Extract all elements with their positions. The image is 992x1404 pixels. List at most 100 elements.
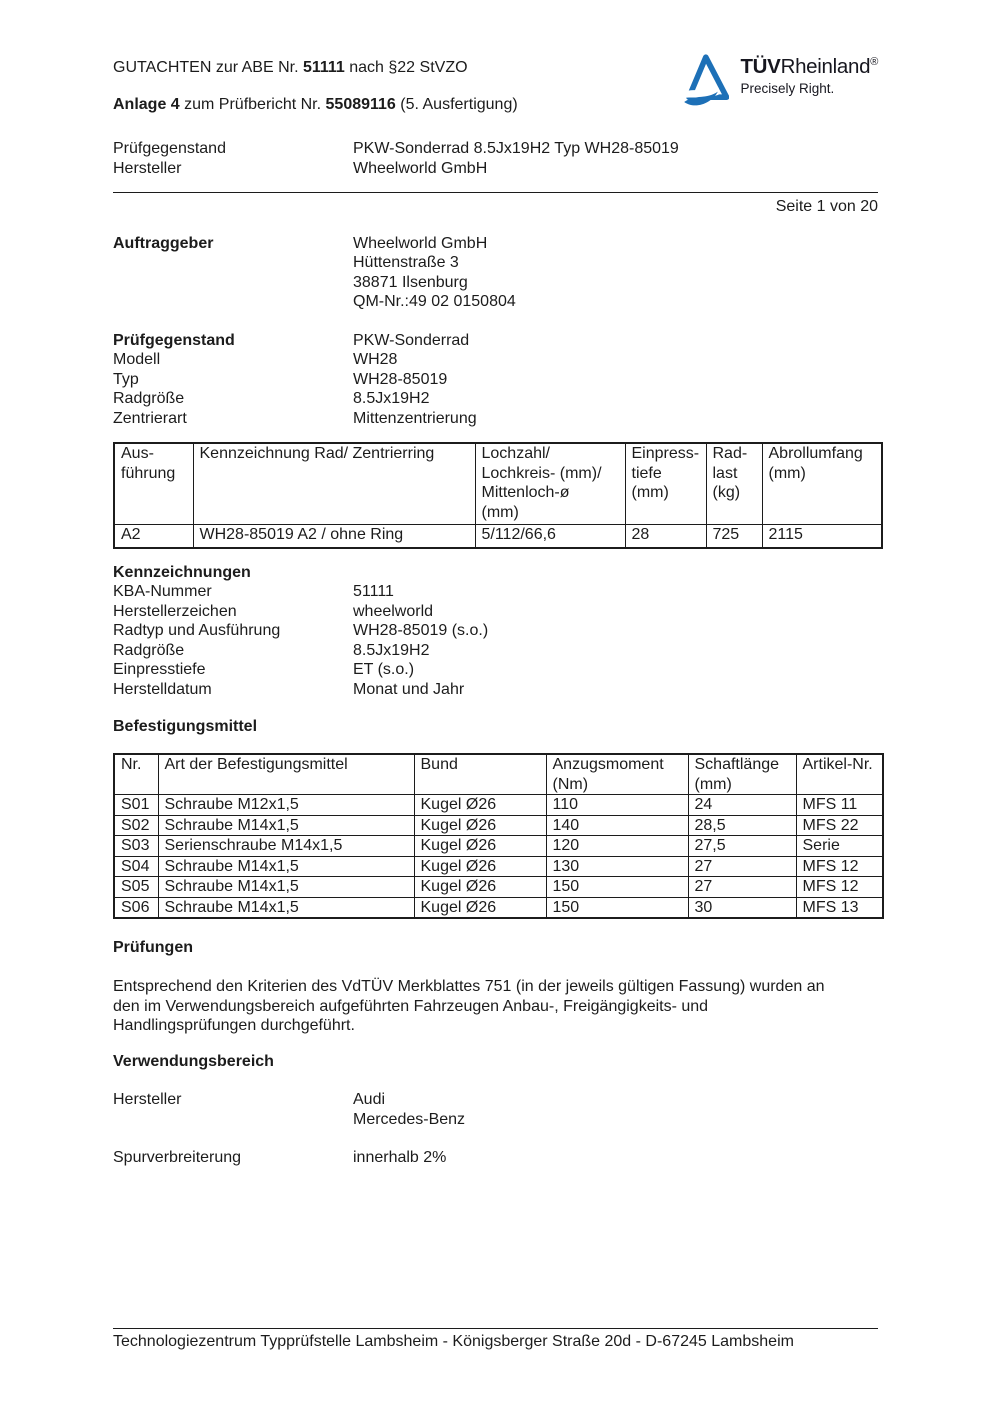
table-cell: MFS 13 bbox=[795, 896, 884, 919]
annex-mid: zum Prüfbericht Nr. bbox=[179, 96, 326, 113]
pruefgegenstand-block: Prüfgegenstand PKW-Sonderrad Modell WH28… bbox=[113, 331, 878, 429]
subject-value: Wheelworld GmbH bbox=[353, 159, 488, 177]
table-cell: 5/112/66,6 bbox=[474, 524, 626, 548]
table-cell: 120 bbox=[545, 835, 689, 857]
herstelldatum-value: Monat und Jahr bbox=[353, 680, 465, 698]
title-text-post: nach §22 StVZO bbox=[344, 59, 468, 76]
subject-label: Prüfgegenstand bbox=[113, 140, 226, 157]
table-cell: 130 bbox=[545, 855, 689, 877]
typ-label: Typ bbox=[113, 370, 139, 388]
radtyp-value: WH28-85019 (s.o.) bbox=[353, 622, 489, 639]
table-row: A2 WH28-85019 A2 / ohne Ring 5/112/66,6 … bbox=[113, 524, 883, 548]
table-cell: Kugel Ø26 bbox=[413, 876, 547, 898]
zentrierart-value: Mittenzentrierung bbox=[353, 409, 477, 427]
table-row: S04 Schraube M14x1,5 Kugel Ø26 130 27 MF… bbox=[113, 855, 884, 877]
table-cell: 140 bbox=[545, 814, 689, 836]
kba-nummer-label: KBA-Nummer bbox=[113, 583, 212, 600]
verwendungsbereich-heading: Verwendungsbereich bbox=[113, 1052, 274, 1070]
table-cell: Serienschraube M14x1,5 bbox=[157, 835, 415, 857]
column-header: Einpress- tiefe (mm) bbox=[624, 442, 707, 525]
table-cell: Schraube M14x1,5 bbox=[157, 855, 415, 877]
table-cell: Schraube M12x1,5 bbox=[157, 794, 415, 816]
table-cell: S04 bbox=[113, 855, 159, 877]
tuv-rheinland-logo: TÜVRheinland® Precisely Right. bbox=[681, 52, 878, 112]
table-cell: 27 bbox=[687, 855, 797, 877]
report-number: 55089116 bbox=[325, 96, 396, 113]
table-cell: Kugel Ø26 bbox=[413, 896, 547, 919]
pruefgegenstand-value: PKW-Sonderrad bbox=[353, 331, 470, 349]
column-header: Schaftlänge (mm) bbox=[687, 753, 797, 795]
header-title-block: GUTACHTEN zur ABE Nr. 51111 nach §22 StV… bbox=[113, 58, 681, 115]
auftraggeber-label: Auftraggeber bbox=[113, 234, 214, 252]
registered-mark-icon: ® bbox=[870, 56, 878, 69]
table-cell: S03 bbox=[113, 835, 159, 857]
page-indicator: Seite 1 von 20 bbox=[775, 198, 878, 215]
herstelldatum-label: Herstelldatum bbox=[113, 680, 212, 698]
table-cell: Schraube M14x1,5 bbox=[157, 814, 415, 836]
wheel-spec-table: Aus- führung Kennzeichnung Rad/ Zentrier… bbox=[113, 442, 883, 549]
table-cell: S06 bbox=[113, 896, 159, 919]
subject-block: Prüfgegenstand PKW-Sonderrad 8.5Jx19H2 T… bbox=[113, 139, 878, 178]
radgroesse-kennz-value: 8.5Jx19H2 bbox=[353, 641, 430, 659]
logo-rheinland: Rheinland bbox=[780, 55, 871, 78]
pruefgegenstand-label: Prüfgegenstand bbox=[113, 331, 235, 349]
pruefgegenstand-row: Typ WH28-85019 bbox=[113, 370, 878, 390]
kennzeichnung-row: Radtyp und Ausführung WH28-85019 (s.o.) bbox=[113, 621, 878, 641]
typ-value: WH28-85019 bbox=[353, 370, 448, 388]
kennzeichnung-row: Radgröße 8.5Jx19H2 bbox=[113, 641, 878, 661]
pruefungen-paragraph: Entsprechend den Kriterien des VdTÜV Mer… bbox=[113, 978, 825, 1034]
column-header: Nr. bbox=[113, 753, 159, 795]
table-cell: Schraube M14x1,5 bbox=[157, 896, 415, 919]
kennzeichnungen-block: KBA-Nummer 51111 Herstellerzeichen wheel… bbox=[113, 582, 878, 699]
einpresstiefe-value: ET (s.o.) bbox=[353, 661, 415, 678]
herstellerzeichen-value: wheelworld bbox=[353, 602, 434, 620]
zentrierart-label: Zentrierart bbox=[113, 409, 187, 427]
radgroesse-value: 8.5Jx19H2 bbox=[353, 390, 430, 407]
annex-post: (5. Ausfertigung) bbox=[395, 96, 518, 113]
column-header: Lochzahl/ Lochkreis- (mm)/ Mittenloch-ø … bbox=[474, 442, 626, 525]
table-cell: WH28-85019 A2 / ohne Ring bbox=[192, 524, 476, 548]
pruefgegenstand-row: Zentrierart Mittenzentrierung bbox=[113, 409, 878, 429]
wheel-table-header-row: Aus- führung Kennzeichnung Rad/ Zentrier… bbox=[113, 442, 883, 525]
column-header: Aus- führung bbox=[113, 442, 194, 525]
table-cell: Kugel Ø26 bbox=[413, 794, 547, 816]
auftraggeber-value: Wheelworld GmbH Hüttenstraße 3 38871 Ils… bbox=[353, 234, 516, 311]
subject-row: Hersteller Wheelworld GmbH bbox=[113, 159, 878, 179]
footer-address: Technologiezentrum Typprüfstelle Lambshe… bbox=[113, 1333, 794, 1350]
kennzeichnungen-heading: Kennzeichnungen bbox=[113, 563, 251, 581]
table-cell: Kugel Ø26 bbox=[413, 814, 547, 836]
einpresstiefe-label: Einpresstiefe bbox=[113, 661, 206, 678]
pruefgegenstand-row: Modell WH28 bbox=[113, 350, 878, 370]
table-cell: 725 bbox=[705, 524, 763, 548]
table-cell: 110 bbox=[545, 794, 689, 816]
table-row: S01 Schraube M12x1,5 Kugel Ø26 110 24 MF… bbox=[113, 794, 884, 816]
verwendung-hersteller-value: Audi Mercedes-Benz bbox=[353, 1091, 466, 1128]
logo-wordmark: TÜVRheinland® bbox=[740, 56, 878, 78]
subject-label: Hersteller bbox=[113, 159, 182, 177]
spurverbreiterung-value: innerhalb 2% bbox=[353, 1149, 447, 1166]
table-cell: S01 bbox=[113, 794, 159, 816]
verwendung-hersteller-row: Hersteller Audi Mercedes-Benz bbox=[113, 1090, 878, 1129]
table-cell: 28,5 bbox=[687, 814, 797, 836]
column-header: Anzugsmoment (Nm) bbox=[545, 753, 689, 795]
table-cell: 150 bbox=[545, 876, 689, 898]
subject-value: PKW-Sonderrad 8.5Jx19H2 Typ WH28-85019 bbox=[353, 140, 679, 157]
radgroesse-label: Radgröße bbox=[113, 390, 185, 407]
table-cell: Schraube M14x1,5 bbox=[157, 876, 415, 898]
logo-tagline: Precisely Right. bbox=[740, 81, 835, 96]
column-header: Art der Befestigungsmittel bbox=[157, 753, 415, 795]
annex-line: Anlage 4 zum Prüfbericht Nr. 55089116 (5… bbox=[113, 95, 681, 115]
table-cell: MFS 22 bbox=[795, 814, 884, 836]
table-cell: 28 bbox=[624, 524, 707, 548]
column-header: Bund bbox=[413, 753, 547, 795]
logo-text-block: TÜVRheinland® Precisely Right. bbox=[740, 52, 878, 99]
table-cell: 150 bbox=[545, 896, 689, 919]
table-cell: Kugel Ø26 bbox=[413, 855, 547, 877]
title-text: GUTACHTEN zur ABE Nr. bbox=[113, 59, 303, 76]
column-header: Rad- last (kg) bbox=[705, 442, 763, 525]
table-row: S03 Serienschraube M14x1,5 Kugel Ø26 120… bbox=[113, 835, 884, 857]
radtyp-label: Radtyp und Ausführung bbox=[113, 622, 281, 639]
table-cell: 27,5 bbox=[687, 835, 797, 857]
table-cell: A2 bbox=[113, 524, 194, 548]
